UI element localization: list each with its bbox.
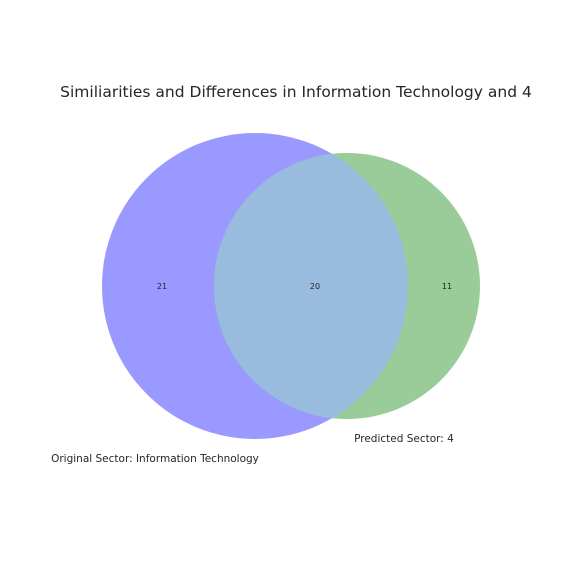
predicted-sector-label: Predicted Sector: 4	[354, 433, 454, 445]
intersection-count: 20	[310, 282, 320, 291]
original-only-count: 21	[157, 282, 167, 291]
chart-title: Similiarities and Differences in Informa…	[60, 83, 532, 101]
original-sector-label: Original Sector: Information Technology	[51, 453, 259, 465]
intersection-region	[214, 153, 408, 419]
predicted-only-count: 11	[442, 282, 452, 291]
